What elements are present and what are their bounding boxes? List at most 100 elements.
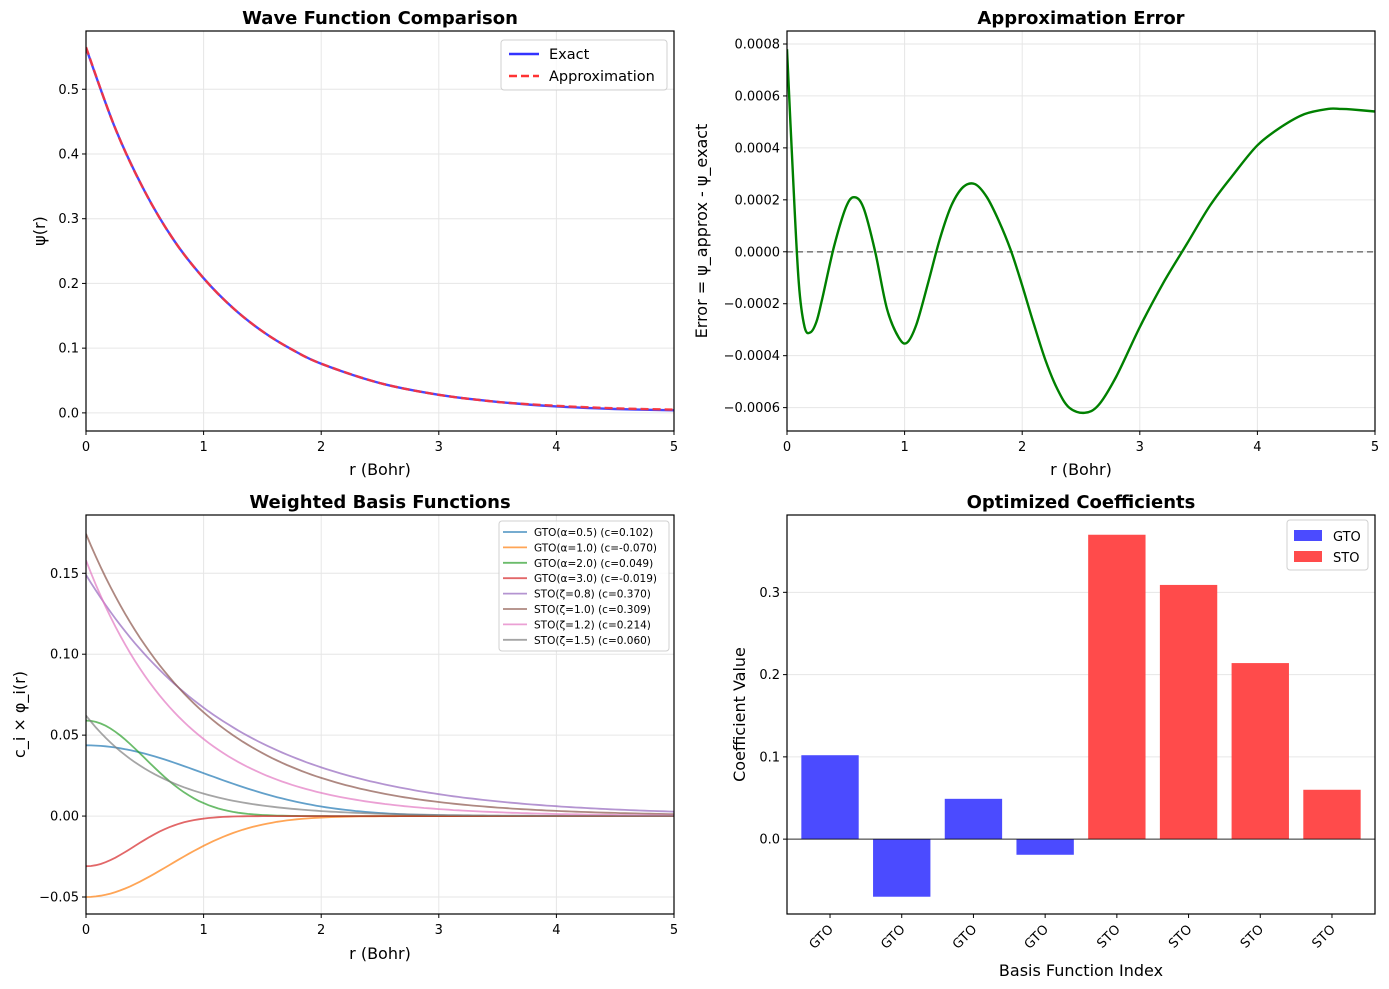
- series-line-exact: [86, 47, 674, 412]
- bar-sto-5: [1159, 584, 1218, 840]
- x-tick-label: 0: [783, 440, 791, 455]
- legend-label: GTO: [1333, 530, 1361, 545]
- bar-gto-1: [873, 839, 931, 897]
- bar-gto-3: [1016, 839, 1074, 855]
- legend-label: GTO(α=3.0) (c=-0.019): [534, 573, 657, 585]
- legend-label: STO(ζ=1.0) (c=0.309): [534, 604, 651, 616]
- x-tick-label: 4: [552, 923, 560, 938]
- y-tick-label: −0.05: [39, 891, 79, 906]
- y-tick-label: 0.3: [58, 212, 79, 227]
- x-axis-label: Basis Function Index: [999, 961, 1163, 980]
- chart-title: Weighted Basis Functions: [249, 492, 510, 513]
- series-line-error: [787, 49, 1375, 415]
- x-tick-label: 0: [82, 440, 90, 455]
- y-axis-label: ψ(r): [30, 216, 49, 246]
- legend-box: [498, 520, 670, 652]
- x-axis-label: r (Bohr): [349, 460, 411, 479]
- y-tick-label: 0.0: [58, 406, 79, 421]
- y-tick-label: 0.05: [50, 729, 79, 744]
- x-tick-label: 5: [670, 440, 678, 455]
- x-tick-label: 4: [552, 440, 560, 455]
- basis-line-3: [86, 815, 674, 868]
- legend: Exact Approximation: [500, 39, 668, 91]
- basis-line-7: [86, 715, 674, 817]
- y-tick-label: 0.1: [759, 750, 780, 765]
- y-tick-label: 0.5: [58, 83, 79, 98]
- x-tick-label: 2: [317, 440, 325, 455]
- bar-sto-6: [1231, 663, 1289, 840]
- y-tick-label: 0.0006: [735, 89, 781, 104]
- plot-lines: [86, 46, 674, 412]
- x-tick-label: STO: [1310, 922, 1339, 951]
- y-tick-label: 0.2: [58, 277, 79, 292]
- y-tick-label: 0.4: [58, 147, 79, 162]
- x-tick-label: 1: [199, 440, 207, 455]
- bar-gto-0: [801, 755, 859, 840]
- x-tick-label: 2: [1018, 440, 1026, 455]
- chart-basis: −0.05 0.00 0.05 0.10 0.15 Weighted Basis Func…: [10, 492, 678, 963]
- chart-title: Wave Function Comparison: [242, 8, 518, 29]
- chart-error: −0.0006 −0.0004 −0.0002 0.0000 0.0002 0.0004 0…: [692, 8, 1379, 479]
- x-tick-label: GTO: [807, 922, 837, 952]
- x-tick-label: GTO: [950, 922, 980, 952]
- x-tick-label: 1: [199, 923, 207, 938]
- legend-label: GTO(α=2.0) (c=0.049): [534, 558, 653, 570]
- x-tick-label: 3: [435, 440, 443, 455]
- y-tick-label: 0.1: [58, 342, 79, 357]
- y-axis-label: Error = ψ_approx - ψ_exact: [692, 124, 712, 339]
- x-tick-label: 2: [317, 923, 325, 938]
- legend-label: STO(ζ=1.2) (c=0.214): [534, 619, 651, 631]
- chart-coeffs: 0.0 0.1 0.2 0.3 Optimized Coefficients Basis …: [730, 492, 1376, 980]
- x-tick-label: STO: [1238, 922, 1267, 951]
- x-tick-label: 1: [900, 440, 908, 455]
- legend-label: GTO(α=1.0) (c=-0.070): [534, 542, 657, 554]
- chart-title: Optimized Coefficients: [967, 492, 1196, 513]
- x-tick-label: 3: [1136, 440, 1144, 455]
- axes-frame: [786, 30, 1376, 432]
- y-tick-label: 0.0004: [735, 141, 781, 156]
- chart-wave: 0.0 0.1 0.2 0.3 0.4 0.5 Wave Function Comparis…: [30, 8, 678, 479]
- bar-gto-2: [944, 798, 1003, 840]
- y-tick-label: 0.0: [759, 833, 780, 848]
- legend-label: GTO(α=0.5) (c=0.102): [534, 527, 653, 539]
- chart-title: Approximation Error: [977, 8, 1184, 29]
- legend: GTO(α=0.5) (c=0.102) GTO(α=1.0) (c=-0.070…: [498, 520, 670, 652]
- y-axis-label: Coefficient Value: [730, 647, 749, 782]
- y-axis-label: c_i × φ_i(r): [10, 671, 30, 758]
- x-tick-label: 0: [82, 923, 90, 938]
- legend-label: Exact: [549, 47, 590, 63]
- y-tick-label: 0.0002: [735, 193, 781, 208]
- legend-label: STO(ζ=1.5) (c=0.060): [534, 635, 651, 647]
- legend-label: STO(ζ=0.8) (c=0.370): [534, 589, 651, 601]
- axes-frame: [85, 514, 675, 915]
- axes-frame: [85, 30, 675, 432]
- basis-line-1: [86, 815, 674, 898]
- y-tick-label: 0.00: [50, 810, 79, 825]
- y-tick-label: 0.0008: [735, 37, 781, 52]
- x-axis-label: r (Bohr): [349, 944, 411, 963]
- legend-swatch: [1294, 530, 1322, 541]
- basis-line-0: [86, 744, 674, 817]
- legend-label: Approximation: [549, 69, 655, 85]
- legend-box: [500, 39, 668, 91]
- y-tick-label: 0.0000: [735, 245, 781, 260]
- y-tick-label: 0.3: [759, 586, 780, 601]
- bar-sto-7: [1303, 789, 1361, 840]
- x-tick-label: STO: [1166, 922, 1195, 951]
- legend-label: STO: [1333, 551, 1359, 566]
- legend-swatch: [1294, 551, 1322, 562]
- series-line-approximation: [86, 46, 674, 411]
- x-tick-label: GTO: [878, 922, 908, 952]
- y-tick-label: −0.0004: [724, 349, 780, 364]
- axes-frame: [786, 514, 1376, 915]
- plot-lines: [787, 49, 1375, 415]
- plot-lines: [86, 533, 674, 898]
- basis-line-6: [86, 559, 674, 817]
- x-axis-label: r (Bohr): [1050, 460, 1112, 479]
- basis-line-5: [86, 533, 674, 816]
- y-tick-label: −0.0006: [724, 401, 780, 416]
- x-tick-label: 5: [1371, 440, 1379, 455]
- x-tick-label: 4: [1253, 440, 1261, 455]
- legend: GTO STO: [1286, 519, 1369, 571]
